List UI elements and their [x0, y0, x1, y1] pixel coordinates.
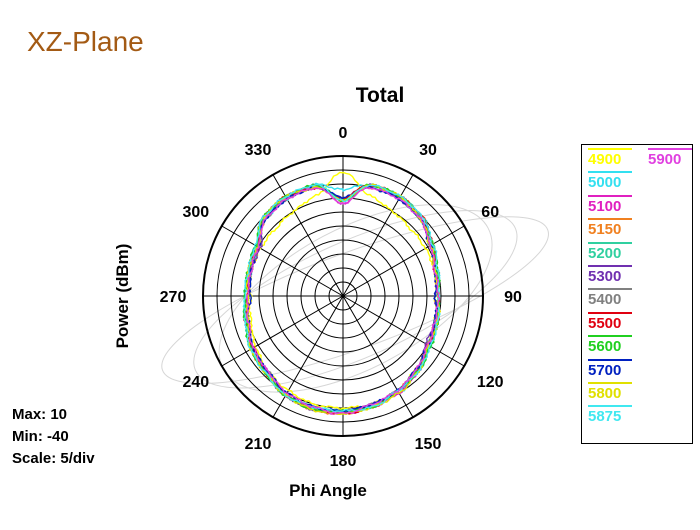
legend-item-5000: 5000 — [588, 171, 632, 196]
series-line-5875 — [242, 183, 441, 413]
legend-swatch — [588, 241, 632, 244]
legend-label: 5800 — [588, 385, 622, 402]
legend-label: 5200 — [588, 244, 622, 262]
angle-tick-label: 120 — [477, 374, 504, 391]
min-label: Min: -40 — [12, 428, 69, 445]
legend-label: 5875 — [588, 408, 622, 426]
legend-label: 5100 — [588, 197, 622, 215]
legend-item-5400: 5400 — [588, 288, 632, 313]
angle-tick-label: 270 — [160, 289, 187, 306]
grid-spoke — [342, 174, 414, 297]
angle-tick-label: 240 — [182, 374, 209, 391]
legend-swatch — [588, 382, 632, 384]
legend-swatch — [588, 265, 632, 267]
scale-label: Scale: 5/div — [12, 450, 95, 467]
x-axis-label: Phi Angle — [289, 481, 367, 500]
legend: 4900 5000 5100 5150 5200 5300 5400 5500 5600 5700… — [581, 144, 693, 444]
legend-swatch — [588, 358, 632, 361]
legend-swatch — [588, 335, 632, 338]
angle-tick-label: 150 — [415, 436, 442, 453]
legend-label: 5300 — [588, 268, 622, 285]
grid-spoke — [221, 295, 344, 367]
angle-tick-label: 330 — [245, 142, 272, 159]
legend-label: 5400 — [588, 291, 622, 309]
grid-spoke — [272, 295, 344, 418]
scale-info: Max: 10 Min: -40 Scale: 5/div — [12, 404, 95, 470]
legend-label: 5600 — [588, 338, 622, 356]
legend-label: 5150 — [588, 221, 622, 239]
angle-tick-label: 30 — [419, 142, 437, 159]
series-line-4900 — [248, 171, 438, 411]
legend-item-5900: 5900 — [648, 148, 692, 173]
legend-item-5150: 5150 — [588, 218, 632, 243]
legend-item-4900: 4900 — [588, 148, 632, 173]
legend-swatch — [588, 405, 632, 408]
legend-swatch — [588, 288, 632, 291]
angle-tick-label: 60 — [481, 204, 499, 221]
legend-label: 5500 — [588, 314, 622, 332]
grid-spoke — [342, 295, 414, 418]
legend-label: 5900 — [648, 151, 682, 168]
chart-title: Total — [356, 84, 405, 107]
legend-label: 5000 — [588, 174, 622, 192]
legend-item-5875: 5875 — [588, 405, 632, 430]
angle-tick-label: 300 — [182, 204, 209, 221]
angle-tick-label: 210 — [245, 436, 272, 453]
background-swirl — [193, 210, 518, 389]
series-group — [242, 171, 441, 415]
legend-swatch — [648, 148, 692, 150]
legend-swatch — [588, 194, 632, 197]
legend-swatch — [588, 218, 632, 221]
slide-title: XZ-Plane — [27, 26, 144, 57]
legend-label: 5700 — [588, 361, 622, 379]
legend-item-5600: 5600 — [588, 335, 632, 360]
legend-label: 4900 — [588, 151, 622, 168]
legend-item-5500: 5500 — [588, 311, 632, 337]
legend-item-5100: 5100 — [588, 194, 632, 220]
grid-spoke — [272, 174, 344, 297]
series-line-5900 — [245, 186, 441, 415]
legend-item-5700: 5700 — [588, 358, 632, 384]
legend-item-5800: 5800 — [588, 382, 632, 407]
angle-tick-label: 180 — [330, 453, 357, 470]
legend-item-5300: 5300 — [588, 265, 632, 290]
legend-swatch — [588, 148, 632, 150]
legend-swatch — [588, 311, 632, 314]
angle-labels: 0 330 300 270 240 210 180 150 120 90 60 30 — [160, 125, 522, 470]
legend-item-5200: 5200 — [588, 241, 632, 267]
max-label: Max: 10 — [12, 406, 68, 423]
angle-tick-label: 90 — [504, 289, 522, 306]
legend-swatch — [588, 171, 632, 174]
grid-spoke — [342, 295, 465, 367]
grid-spoke — [221, 225, 344, 297]
grid-spoke — [342, 225, 465, 297]
angle-tick-label: 0 — [339, 125, 348, 142]
y-axis-label: Power (dBm) — [113, 244, 132, 349]
